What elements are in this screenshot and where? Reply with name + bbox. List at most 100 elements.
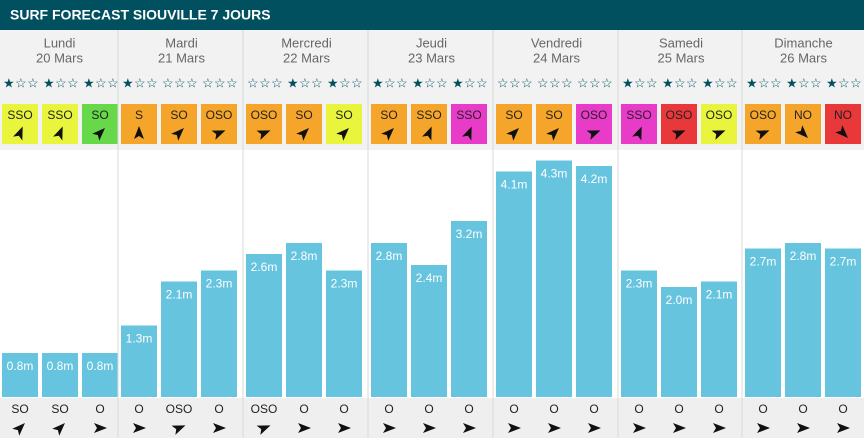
wave-bar xyxy=(661,287,697,397)
wind-box xyxy=(2,104,38,144)
wave-bar xyxy=(745,248,781,397)
wind-box xyxy=(785,104,821,144)
wave-label: 2.6m xyxy=(251,260,278,274)
wave-label: 2.8m xyxy=(790,249,817,263)
star: ☆ xyxy=(497,75,509,90)
wind-arrow xyxy=(671,130,686,140)
star: ☆ xyxy=(577,75,589,90)
wind-box xyxy=(661,104,697,144)
wave-bar xyxy=(201,270,237,397)
swell-dir: O xyxy=(838,402,847,416)
star: ★ xyxy=(452,75,464,90)
star: ★ xyxy=(786,75,798,90)
star: ☆ xyxy=(311,75,323,90)
wind-dir: SO xyxy=(505,108,522,122)
day-date: 22 Mars xyxy=(283,50,330,65)
wind-arrow xyxy=(381,128,394,141)
swell-arrow xyxy=(12,423,25,436)
wind-box xyxy=(42,104,78,144)
star: ★ xyxy=(826,75,838,90)
star: ☆ xyxy=(758,75,770,90)
swell-arrow xyxy=(548,423,561,433)
wind-dir: SSO xyxy=(626,108,651,122)
star: ☆ xyxy=(686,75,698,90)
swell-dir: O xyxy=(214,402,223,416)
star: ☆ xyxy=(226,75,238,90)
wave-label: 2.4m xyxy=(416,271,443,285)
wave-bar xyxy=(576,166,612,397)
swell-arrow xyxy=(633,423,646,433)
swell-arrow xyxy=(256,425,271,435)
swell-arrow xyxy=(673,423,686,433)
wind-dir: S xyxy=(135,108,143,122)
day-date: 21 Mars xyxy=(158,50,205,65)
star: ★ xyxy=(3,75,15,90)
wind-arrow xyxy=(336,128,349,141)
wave-bar xyxy=(246,254,282,397)
wave-label: 2.3m xyxy=(331,277,358,291)
day-name: Dimanche xyxy=(774,35,833,50)
wind-dir: SO xyxy=(170,108,187,122)
star: ☆ xyxy=(714,75,726,90)
star: ☆ xyxy=(561,75,573,90)
day-date: 26 Mars xyxy=(780,50,827,65)
star: ☆ xyxy=(726,75,738,90)
star: ☆ xyxy=(850,75,862,90)
swell-arrow xyxy=(213,423,226,433)
wave-bar xyxy=(161,281,197,397)
wind-box xyxy=(576,104,612,144)
day-date: 25 Mars xyxy=(658,50,705,65)
star: ☆ xyxy=(214,75,226,90)
star: ☆ xyxy=(95,75,107,90)
wave-label: 2.0m xyxy=(666,293,693,307)
wind-dir: NO xyxy=(794,108,812,122)
star: ☆ xyxy=(537,75,549,90)
swell-arrow xyxy=(757,423,770,433)
day-name: Samedi xyxy=(659,35,703,50)
wind-box xyxy=(246,104,282,144)
wave-label: 2.7m xyxy=(830,255,857,269)
star: ☆ xyxy=(55,75,67,90)
star: ☆ xyxy=(174,75,186,90)
star: ★ xyxy=(622,75,634,90)
star: ☆ xyxy=(299,75,311,90)
wave-bar xyxy=(371,243,407,397)
wave-bar xyxy=(42,353,78,397)
wind-dir: OSO xyxy=(750,108,777,122)
star: ☆ xyxy=(838,75,850,90)
swell-dir: O xyxy=(634,402,643,416)
star: ☆ xyxy=(146,75,158,90)
wave-bar xyxy=(701,281,737,397)
swell-arrow xyxy=(94,423,107,433)
star: ☆ xyxy=(798,75,810,90)
star: ★ xyxy=(372,75,384,90)
header-bar xyxy=(0,0,864,30)
wind-box xyxy=(745,104,781,144)
wave-label: 1.3m xyxy=(126,332,153,346)
day-name: Vendredi xyxy=(531,35,582,50)
star: ★ xyxy=(662,75,674,90)
wind-dir: SSO xyxy=(47,108,72,122)
swell-dir: O xyxy=(758,402,767,416)
wind-arrow xyxy=(462,126,472,141)
wave-label: 2.7m xyxy=(750,255,777,269)
wave-label: 2.8m xyxy=(376,249,403,263)
wave-bar xyxy=(411,265,447,397)
swell-dir: O xyxy=(509,402,518,416)
wave-label: 4.3m xyxy=(541,167,568,181)
wave-label: 0.8m xyxy=(7,359,34,373)
wave-label: 3.2m xyxy=(456,227,483,241)
star: ☆ xyxy=(464,75,476,90)
wind-dir: SO xyxy=(295,108,312,122)
wind-arrow xyxy=(422,126,432,141)
wave-bar xyxy=(621,270,657,397)
star: ☆ xyxy=(15,75,27,90)
star: ☆ xyxy=(384,75,396,90)
star: ★ xyxy=(746,75,758,90)
day-name: Mercredi xyxy=(281,35,332,50)
star: ☆ xyxy=(134,75,146,90)
wind-arrow xyxy=(211,130,226,140)
swell-arrow xyxy=(588,423,601,433)
wind-arrow xyxy=(296,128,309,141)
